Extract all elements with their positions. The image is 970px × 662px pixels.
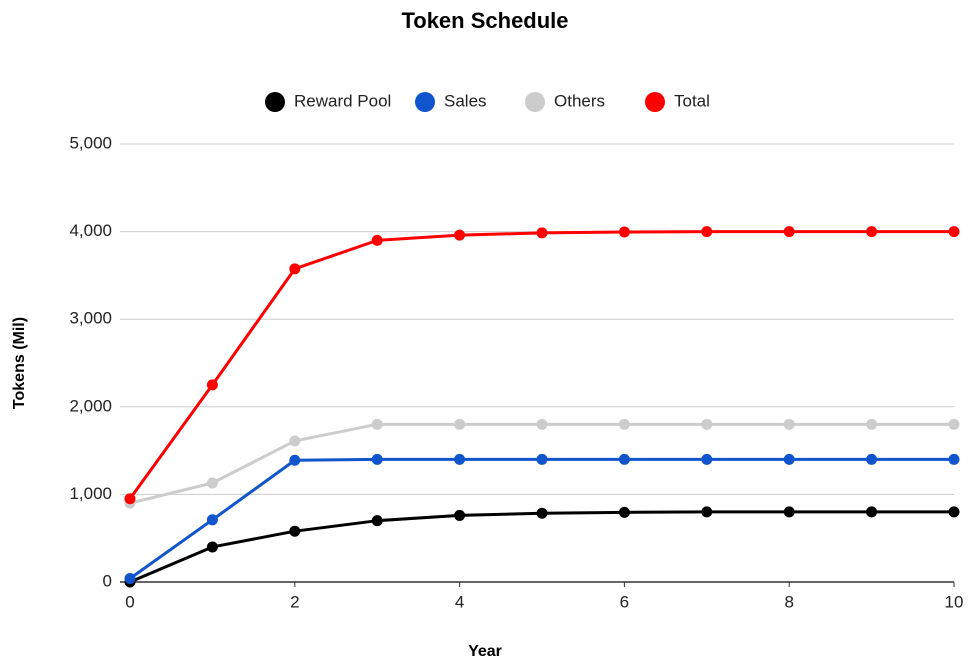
data-point <box>289 525 301 537</box>
x-tick-label: 8 <box>784 592 793 611</box>
chart-title: Token Schedule <box>401 8 568 33</box>
x-tick-label: 10 <box>945 592 964 611</box>
legend-marker <box>265 92 285 112</box>
data-point <box>948 226 960 238</box>
data-point <box>206 379 218 391</box>
series-line <box>129 510 954 584</box>
y-tick-label: 4,000 <box>69 221 112 240</box>
data-point <box>454 509 466 521</box>
data-point <box>866 418 878 430</box>
x-tick-label: 0 <box>125 592 134 611</box>
data-point <box>783 506 795 518</box>
data-point <box>866 453 878 465</box>
y-tick-label: 2,000 <box>69 396 112 415</box>
legend-label: Total <box>674 91 710 110</box>
data-point <box>371 418 383 430</box>
data-point <box>371 234 383 246</box>
data-point <box>618 418 630 430</box>
data-point <box>618 506 630 518</box>
data-point <box>124 572 136 584</box>
legend-marker <box>645 92 665 112</box>
data-point <box>536 453 548 465</box>
data-point <box>701 453 713 465</box>
data-point <box>618 453 630 465</box>
x-tick-label: 4 <box>455 592 464 611</box>
legend-label: Sales <box>444 91 487 110</box>
data-point <box>454 453 466 465</box>
data-point <box>289 454 301 466</box>
data-point <box>289 435 301 447</box>
data-point <box>618 226 630 238</box>
data-point <box>783 226 795 238</box>
data-point <box>866 506 878 518</box>
data-point <box>701 226 713 238</box>
data-point <box>701 418 713 430</box>
data-point <box>454 229 466 241</box>
legend-label: Reward Pool <box>294 91 391 110</box>
data-point <box>206 541 218 553</box>
data-point <box>454 418 466 430</box>
data-point <box>866 226 878 238</box>
data-point <box>783 418 795 430</box>
data-point <box>948 506 960 518</box>
legend-marker <box>415 92 435 112</box>
x-axis-title: Year <box>468 643 502 660</box>
data-point <box>371 515 383 527</box>
series-line <box>129 457 954 580</box>
data-point <box>371 453 383 465</box>
data-point <box>783 453 795 465</box>
legend-label: Others <box>554 91 605 110</box>
y-tick-label: 5,000 <box>69 133 112 152</box>
data-point <box>536 418 548 430</box>
legend-marker <box>525 92 545 112</box>
y-tick-label: 3,000 <box>69 309 112 328</box>
y-tick-label: 0 <box>103 571 112 590</box>
data-point <box>289 263 301 275</box>
x-tick-label: 6 <box>620 592 629 611</box>
data-point <box>701 506 713 518</box>
y-axis-title: Tokens (Mil) <box>11 317 28 409</box>
y-tick-label: 1,000 <box>69 484 112 503</box>
data-point <box>948 418 960 430</box>
data-point <box>124 493 136 505</box>
data-point <box>206 514 218 526</box>
x-tick-label: 2 <box>290 592 299 611</box>
data-point <box>206 477 218 489</box>
data-point <box>536 507 548 519</box>
data-point <box>536 227 548 239</box>
data-point <box>948 453 960 465</box>
